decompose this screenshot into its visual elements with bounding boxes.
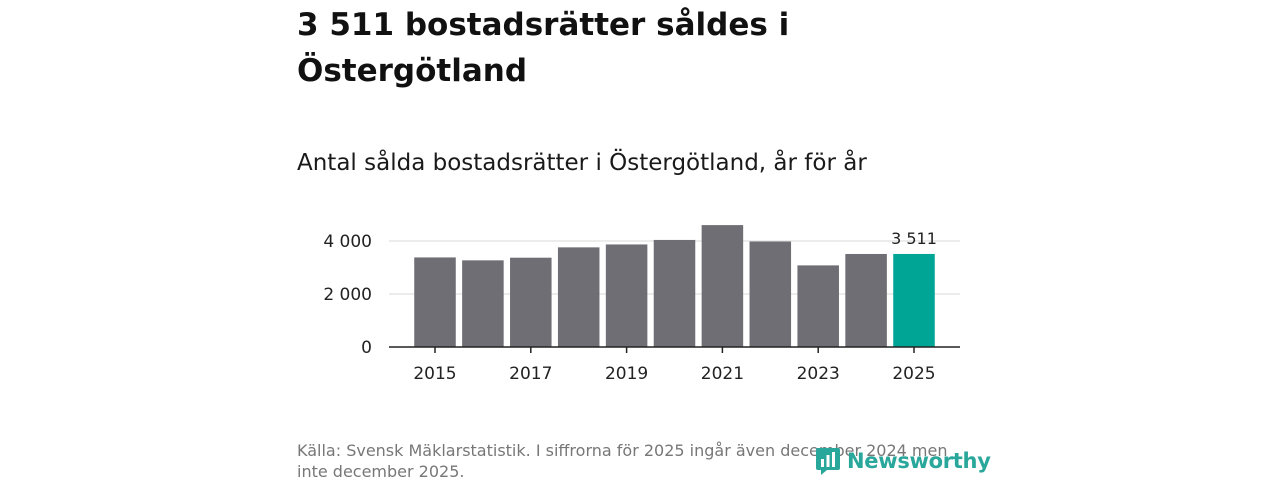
x-tick-label: 2023	[797, 364, 840, 384]
bar-2019	[605, 244, 648, 347]
bar-2025	[893, 253, 935, 347]
bar-2018	[557, 247, 600, 347]
bar-2022	[749, 241, 792, 347]
x-tick-label: 2019	[605, 364, 648, 384]
bar-2015	[414, 257, 456, 347]
x-tick-label: 2017	[509, 364, 552, 384]
bar-2017	[510, 257, 552, 347]
bar-2016	[462, 260, 504, 347]
y-tick-label: 4 000	[323, 232, 372, 252]
source-note: Källa: Svensk Mäklarstatistik. I siffror…	[297, 441, 948, 481]
brand-name: Newsworthy	[847, 449, 991, 473]
bar-2021	[701, 225, 744, 347]
bar-2020	[653, 239, 696, 347]
y-tick-label: 0	[361, 338, 372, 358]
bar-2023	[797, 265, 839, 347]
x-tick-label: 2015	[413, 364, 456, 384]
bar-2024	[845, 253, 887, 347]
newsworthy-icon	[816, 448, 840, 475]
x-tick-label: 2025	[892, 364, 935, 384]
x-tick-label: 2021	[701, 364, 744, 384]
highlight-data-label: 3 511	[891, 229, 937, 248]
newsworthy-logo: Newsworthy	[815, 446, 991, 476]
y-tick-label: 2 000	[323, 285, 372, 305]
chart-title: 3 511 bostadsrätter såldes i Östergötlan…	[297, 7, 790, 89]
chart-subtitle: Antal sålda bostadsrätter i Östergötland…	[297, 150, 867, 176]
bar-chart: 0 2 000 4 000 2015 2017 2019 2021 2023 2025 3 511	[323, 225, 960, 384]
